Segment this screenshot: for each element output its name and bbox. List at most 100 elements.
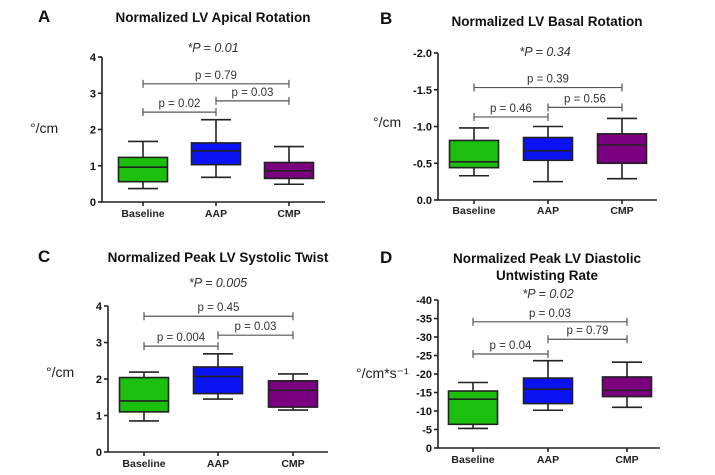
x-tick-label: Baseline bbox=[122, 458, 165, 470]
x-tick-label: CMP bbox=[610, 205, 633, 217]
comparison-bracket: p = 0.39 bbox=[473, 74, 623, 92]
box-cmp bbox=[267, 373, 319, 411]
comparison-bracket: p = 0.56 bbox=[547, 93, 623, 112]
iqr-box bbox=[190, 142, 242, 166]
box-baseline bbox=[448, 127, 500, 177]
panel-letter: A bbox=[38, 7, 50, 26]
bracket-p-value: p = 0.79 bbox=[195, 70, 237, 82]
bracket-p-value: p = 0.46 bbox=[490, 103, 532, 115]
iqr-box bbox=[192, 366, 244, 395]
panel-letter: C bbox=[38, 247, 50, 266]
bracket-p-value: p = 0.39 bbox=[527, 74, 569, 86]
bracket-p-value: p = 0.03 bbox=[232, 87, 274, 99]
x-tick-label: CMP bbox=[615, 454, 638, 466]
overall-p-value: *P = 0.005 bbox=[189, 276, 247, 290]
y-tick-label: 4 bbox=[90, 52, 97, 64]
iqr-box bbox=[601, 376, 653, 398]
comparison-bracket: p = 0.45 bbox=[143, 302, 294, 321]
panel-letter: B bbox=[380, 9, 392, 28]
comparison-bracket: p = 0.02 bbox=[142, 98, 217, 117]
y-tick-label: 3 bbox=[90, 88, 96, 100]
y-tick-label: 2 bbox=[96, 374, 102, 386]
chart-title-line: Untwisting Rate bbox=[496, 268, 598, 283]
y-axis-label: °/cm*s⁻¹ bbox=[356, 365, 409, 381]
comparison-bracket: p = 0.004 bbox=[143, 332, 219, 351]
comparison-bracket: p = 0.79 bbox=[547, 325, 628, 344]
box-baseline bbox=[447, 381, 499, 430]
box-cmp bbox=[601, 361, 653, 409]
y-tick-label: -1.5 bbox=[413, 85, 432, 97]
chart-title: Normalized LV Basal Rotation bbox=[451, 14, 642, 29]
y-tick-label: -25 bbox=[416, 351, 432, 363]
comparison-bracket: p = 0.79 bbox=[142, 70, 290, 88]
x-tick-label: AAP bbox=[205, 208, 227, 220]
y-tick-label: 1 bbox=[96, 411, 102, 423]
x-tick-label: CMP bbox=[281, 458, 304, 470]
y-tick-label: -30 bbox=[416, 332, 432, 344]
panel-a: A Normalized LV Apical Rotation *P = 0.01 °… bbox=[30, 7, 325, 220]
box-cmp bbox=[596, 117, 648, 180]
y-tick-label: -35 bbox=[416, 314, 432, 326]
iqr-box bbox=[267, 380, 319, 408]
y-tick-label: 3 bbox=[96, 338, 102, 350]
panel-b: B Normalized LV Basal Rotation *P = 0.34 °/… bbox=[373, 9, 657, 217]
y-tick-label: 0 bbox=[90, 197, 96, 209]
panel-letter: D bbox=[380, 248, 392, 267]
y-tick-label: 2 bbox=[90, 125, 96, 137]
x-tick-label: CMP bbox=[277, 208, 300, 220]
comparison-bracket: p = 0.03 bbox=[472, 308, 628, 326]
bracket-p-value: p = 0.04 bbox=[490, 340, 532, 352]
iqr-box bbox=[447, 390, 499, 426]
box-aap bbox=[522, 125, 574, 183]
box-aap bbox=[192, 353, 244, 400]
overall-p-value: *P = 0.01 bbox=[187, 41, 238, 55]
chart-title-line: Normalized Peak LV Diastolic bbox=[453, 251, 642, 266]
x-tick-label: AAP bbox=[537, 454, 559, 466]
bracket-p-value: p = 0.03 bbox=[235, 321, 277, 333]
y-tick-label: -20 bbox=[416, 369, 432, 381]
iqr-box bbox=[118, 376, 170, 413]
y-tick-label: -2.0 bbox=[413, 48, 432, 60]
box-baseline bbox=[118, 371, 170, 422]
y-tick-label: -5 bbox=[422, 425, 432, 437]
y-axis-label: °/cm bbox=[30, 120, 58, 136]
comparison-bracket: p = 0.04 bbox=[472, 340, 549, 359]
y-tick-label: 0 bbox=[426, 443, 432, 455]
y-tick-label: -10 bbox=[416, 406, 432, 418]
iqr-box bbox=[522, 136, 574, 162]
panel-d: D Normalized Peak LV Diastolic Untwisting … bbox=[356, 248, 660, 466]
x-tick-label: AAP bbox=[537, 205, 559, 217]
x-tick-label: Baseline bbox=[452, 205, 495, 217]
bracket-p-value: p = 0.03 bbox=[529, 308, 571, 320]
y-tick-label: 1 bbox=[90, 161, 96, 173]
panel-c: C Normalized Peak LV Systolic Twist *P = 0… bbox=[38, 247, 329, 470]
bracket-p-value: p = 0.02 bbox=[159, 98, 201, 110]
x-tick-label: AAP bbox=[207, 458, 229, 470]
y-tick-label: -0.5 bbox=[413, 158, 432, 170]
box-aap bbox=[190, 118, 242, 179]
box-baseline bbox=[117, 140, 169, 190]
comparison-bracket: p = 0.03 bbox=[217, 321, 294, 340]
y-tick-label: -40 bbox=[416, 295, 432, 307]
bracket-p-value: p = 0.004 bbox=[157, 332, 206, 344]
iqr-box bbox=[596, 133, 648, 165]
y-tick-label: -1.0 bbox=[413, 122, 432, 134]
y-tick-label: -15 bbox=[416, 388, 432, 400]
comparison-bracket: p = 0.46 bbox=[473, 103, 549, 121]
y-axis-label: °/cm bbox=[46, 364, 74, 380]
x-tick-label: Baseline bbox=[451, 454, 494, 466]
overall-p-value: *P = 0.02 bbox=[522, 287, 573, 301]
iqr-box bbox=[522, 377, 574, 405]
overall-p-value: *P = 0.34 bbox=[519, 45, 570, 59]
box-cmp bbox=[263, 145, 315, 186]
iqr-box bbox=[448, 139, 500, 169]
y-tick-label: 0 bbox=[96, 447, 102, 459]
comparison-bracket: p = 0.03 bbox=[215, 87, 290, 105]
bracket-p-value: p = 0.45 bbox=[198, 302, 240, 314]
bracket-p-value: p = 0.56 bbox=[564, 93, 606, 105]
chart-title: Normalized Peak LV Systolic Twist bbox=[108, 250, 329, 265]
iqr-box bbox=[117, 156, 169, 183]
y-axis-label: °/cm bbox=[373, 114, 401, 130]
y-tick-label: 0.0 bbox=[417, 195, 432, 207]
